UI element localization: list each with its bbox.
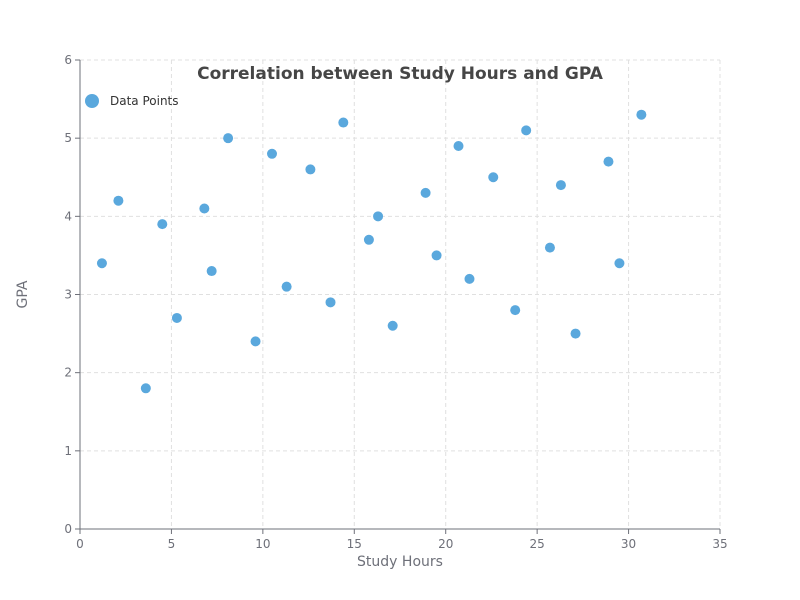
y-tick-label: 2: [64, 366, 72, 380]
data-point[interactable]: [544, 242, 555, 253]
x-tick-label: 35: [712, 537, 727, 551]
data-point[interactable]: [281, 281, 292, 292]
legend-label: Data Points: [110, 94, 179, 108]
data-point[interactable]: [305, 164, 316, 175]
x-tick-label: 20: [438, 537, 453, 551]
y-tick-label: 3: [64, 288, 72, 302]
data-point[interactable]: [453, 140, 464, 151]
data-point[interactable]: [570, 328, 581, 339]
data-point[interactable]: [325, 297, 336, 308]
x-tick-label: 15: [347, 537, 362, 551]
data-point[interactable]: [171, 312, 182, 323]
data-points: [96, 109, 647, 394]
x-tick-label: 5: [168, 537, 176, 551]
x-axis-label: Study Hours: [357, 554, 443, 570]
axes: [79, 60, 720, 530]
data-point[interactable]: [363, 234, 374, 245]
data-point[interactable]: [96, 258, 107, 269]
y-tick-label: 1: [64, 444, 72, 458]
data-point[interactable]: [113, 195, 124, 206]
y-tick-label: 0: [64, 522, 72, 536]
data-point[interactable]: [420, 187, 431, 198]
data-point[interactable]: [338, 117, 349, 128]
data-point[interactable]: [431, 250, 442, 261]
chart-title: Correlation between Study Hours and GPA: [197, 64, 604, 84]
ticks: 0 5 10 15 20 25 30 35 0 1 2 3 4 5 6: [64, 53, 727, 551]
y-axis-label: GPA: [15, 280, 31, 308]
grid: [80, 59, 721, 529]
data-point[interactable]: [223, 133, 234, 144]
data-point[interactable]: [199, 203, 210, 214]
data-point[interactable]: [464, 273, 475, 284]
data-point[interactable]: [157, 219, 168, 230]
legend[interactable]: Data Points: [85, 94, 179, 108]
data-point[interactable]: [250, 336, 261, 347]
data-point[interactable]: [603, 156, 614, 167]
legend-marker-icon: [85, 94, 99, 108]
data-point[interactable]: [387, 320, 398, 331]
x-tick-label: 30: [621, 537, 636, 551]
data-point[interactable]: [521, 125, 532, 136]
x-tick-label: 0: [76, 537, 84, 551]
data-point[interactable]: [510, 305, 521, 316]
data-point[interactable]: [488, 172, 499, 183]
y-tick-label: 6: [64, 53, 72, 67]
data-point[interactable]: [614, 258, 625, 269]
data-point[interactable]: [206, 266, 217, 277]
data-point[interactable]: [555, 180, 566, 191]
data-point[interactable]: [636, 109, 647, 120]
y-tick-label: 4: [64, 209, 72, 223]
x-tick-label: 25: [530, 537, 545, 551]
data-point[interactable]: [373, 211, 384, 222]
x-tick-label: 10: [255, 537, 270, 551]
data-point[interactable]: [140, 383, 151, 394]
y-tick-label: 5: [64, 131, 72, 145]
data-point[interactable]: [267, 148, 277, 159]
